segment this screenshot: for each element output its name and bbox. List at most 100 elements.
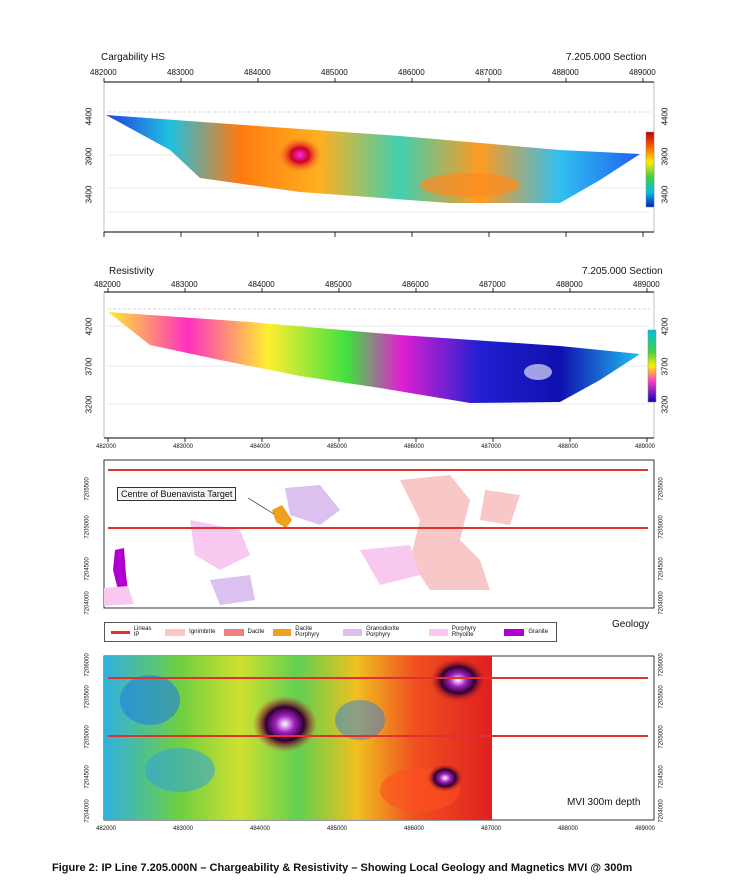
geology-legend: Lineas IP Ignimbrite Dacite Dacite Porph…	[104, 622, 557, 642]
legend-item: Granite	[504, 628, 548, 636]
x-tick: 484000	[248, 280, 275, 289]
x-tick: 483000	[171, 280, 198, 289]
legend-label: Dacite	[247, 629, 265, 635]
x-tick: 485000	[325, 280, 352, 289]
y-tick: 7205500	[84, 685, 91, 709]
legend-item: Ignimbrite	[165, 628, 216, 636]
legend-label: Porphyry Rhyolite	[451, 626, 476, 638]
x-tick: 486000	[404, 444, 425, 450]
y-tick: 7204000	[84, 591, 91, 615]
legend-label: Ignimbrite	[189, 629, 216, 635]
x-tick: 482000	[94, 280, 121, 289]
legend-item: Dacite	[223, 628, 265, 636]
depth-tick: 4200	[84, 317, 94, 336]
x-tick: 483000	[167, 68, 194, 77]
depth-tick: 3700	[84, 357, 94, 376]
x-tick: 482000	[90, 68, 117, 77]
depth-tick: 3900	[84, 147, 94, 166]
x-tick: 485000	[327, 826, 348, 832]
geology-frame	[103, 459, 655, 609]
y-tick-right: 7205000	[658, 725, 665, 749]
resistivity-title: Resistivity	[109, 266, 155, 277]
y-tick: 7205000	[84, 515, 91, 539]
tick-marks	[103, 78, 648, 442]
depth-tick-right: 3700	[660, 357, 670, 376]
geology-title: Geology	[612, 619, 650, 630]
x-tick: 486000	[402, 280, 429, 289]
x-tick: 485000	[321, 68, 348, 77]
x-tick: 482000	[96, 826, 117, 832]
depth-tick-right: 4200	[660, 317, 670, 336]
y-tick: 7206000	[84, 653, 91, 677]
y-tick: 7204500	[84, 557, 91, 581]
x-tick: 489000	[633, 280, 660, 289]
x-tick: 482000	[96, 444, 117, 450]
legend-swatch	[165, 628, 186, 636]
y-tick-right: 7205500	[658, 685, 665, 709]
x-tick: 486000	[398, 68, 425, 77]
magnetic-high-2	[430, 658, 486, 702]
depth-tick-right: 3200	[660, 395, 670, 414]
resistivity-section-label: 7.205.000 Section	[582, 266, 663, 277]
y-tick: 7204500	[84, 765, 91, 789]
x-tick: 488000	[558, 826, 579, 832]
resistivity-anomaly	[524, 364, 552, 380]
x-tick: 487000	[481, 826, 502, 832]
x-tick: 487000	[475, 68, 502, 77]
depth-tick: 3200	[84, 395, 94, 414]
x-tick: 488000	[552, 68, 579, 77]
chargeability-colorbar	[645, 131, 655, 208]
x-tick: 489000	[635, 444, 656, 450]
x-tick: 485000	[327, 444, 348, 450]
chargeability-anomaly	[278, 137, 322, 173]
chargeability-title: Cargability HS	[101, 52, 165, 63]
depth-tick: 3400	[84, 185, 94, 204]
y-tick: 7204000	[84, 799, 91, 823]
geology-units	[104, 475, 520, 606]
legend-swatch	[223, 628, 244, 636]
magnetic-high-3	[427, 764, 463, 792]
x-tick: 484000	[244, 68, 271, 77]
resistivity-colorbar	[647, 329, 657, 403]
resistivity-section	[108, 312, 640, 403]
legend-label: Granodiorite Porphyry	[366, 626, 400, 638]
depth-tick-right: 4400	[660, 107, 670, 126]
x-tick: 489000	[629, 68, 656, 77]
y-tick-right: 7204000	[658, 591, 665, 615]
y-tick-right: 7205000	[658, 515, 665, 539]
x-tick: 484000	[250, 826, 271, 832]
legend-swatch	[272, 628, 292, 636]
legend-label: Granite	[528, 629, 548, 635]
target-annotation: Centre of Buenavista Target	[117, 487, 237, 501]
chargeability-section-label: 7.205.000 Section	[566, 52, 647, 63]
legend-swatch	[111, 630, 130, 634]
depth-tick-right: 3400	[660, 185, 670, 204]
legend-swatch	[504, 628, 525, 636]
y-tick-right: 7204500	[658, 765, 665, 789]
y-tick-right: 7204000	[658, 799, 665, 823]
target-leader-line	[247, 497, 275, 515]
chargeability-section	[106, 115, 640, 203]
legend-label: Dacite Porphyry	[295, 626, 320, 638]
y-tick-right: 7206000	[658, 653, 665, 677]
x-tick: 483000	[173, 826, 194, 832]
x-tick: 489000	[635, 826, 656, 832]
legend-swatch	[343, 628, 363, 636]
x-tick: 484000	[250, 444, 271, 450]
legend-item: Porphyry Rhyolite	[429, 626, 496, 638]
y-tick: 7205000	[84, 725, 91, 749]
depth-tick: 4400	[84, 107, 94, 126]
figure-caption: Figure 2: IP Line 7.205.000N – Chargeabi…	[52, 862, 633, 874]
chargeability-anomaly-2	[420, 173, 520, 197]
depth-tick-right: 3900	[660, 147, 670, 166]
x-tick: 487000	[481, 444, 502, 450]
legend-item: Lineas IP	[111, 626, 157, 638]
x-tick: 486000	[404, 826, 425, 832]
magnetic-high	[253, 696, 317, 752]
x-tick: 488000	[556, 280, 583, 289]
magnetics-annotation: MVI 300m depth	[567, 797, 641, 808]
legend-swatch	[429, 628, 448, 636]
y-tick-right: 7205500	[658, 477, 665, 501]
x-tick: 483000	[173, 444, 194, 450]
